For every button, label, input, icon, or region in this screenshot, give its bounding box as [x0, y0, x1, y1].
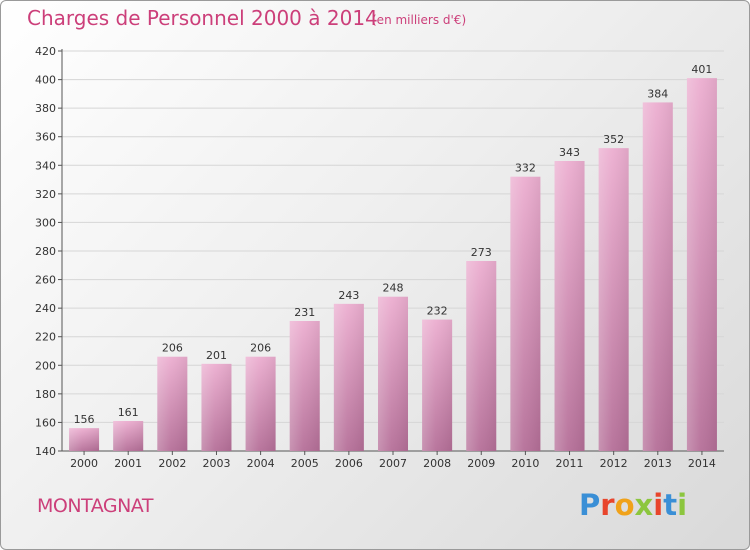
data-label: 332 [515, 162, 536, 175]
y-tick-label: 240 [35, 302, 56, 315]
data-label: 248 [383, 282, 404, 295]
bar-shine [113, 421, 144, 451]
bar-shine [245, 356, 276, 451]
bar-shine [201, 363, 232, 451]
logo-letter: o [614, 488, 635, 522]
x-tick-label: 2006 [335, 457, 363, 470]
logo-letter: t [663, 488, 678, 522]
data-label: 343 [559, 146, 580, 159]
chart-subtitle: (en milliers d'€) [372, 13, 467, 27]
bar-shine [69, 428, 100, 451]
data-label: 243 [338, 289, 359, 302]
y-tick-label: 260 [35, 274, 56, 287]
x-tick-label: 2010 [511, 457, 539, 470]
chart-title: Charges de Personnel 2000 à 2014 [27, 6, 378, 30]
x-tick-label: 2005 [291, 457, 319, 470]
bar-shine [510, 176, 541, 451]
data-label: 352 [603, 133, 624, 146]
y-tick-label: 220 [35, 331, 56, 344]
y-tick-label: 320 [35, 188, 56, 201]
bar-shine [686, 78, 717, 452]
logo-letter: r [600, 488, 615, 522]
y-tick-label: 160 [35, 416, 56, 429]
data-label: 201 [206, 349, 227, 362]
logo-letter: i [677, 488, 688, 522]
logo-letter: i [653, 488, 664, 522]
data-label: 273 [471, 246, 492, 259]
x-tick-label: 2002 [158, 457, 186, 470]
x-tick-label: 2009 [467, 457, 495, 470]
bar-shine [157, 356, 188, 451]
bar-shine [598, 148, 629, 451]
y-tick-label: 280 [35, 245, 56, 258]
y-tick-label: 180 [35, 388, 56, 401]
bar-shine [422, 319, 453, 451]
y-tick-label: 140 [35, 445, 56, 458]
x-tick-label: 2004 [247, 457, 275, 470]
logo-letter: P [579, 488, 601, 522]
x-tick-label: 2001 [114, 457, 142, 470]
bars [69, 78, 717, 452]
bar-shine [466, 261, 497, 451]
data-label: 401 [691, 63, 712, 76]
data-label: 156 [74, 413, 95, 426]
x-tick-label: 2003 [202, 457, 230, 470]
y-tick-label: 300 [35, 216, 56, 229]
x-tick-label: 2011 [556, 457, 584, 470]
y-tick-label: 420 [35, 45, 56, 58]
bar-shine [333, 303, 364, 451]
x-tick-label: 2007 [379, 457, 407, 470]
y-tick-label: 380 [35, 102, 56, 115]
logo-letter: x [634, 488, 654, 522]
bar-shine [554, 161, 585, 451]
x-tick-label: 2000 [70, 457, 98, 470]
x-tick-label: 2008 [423, 457, 451, 470]
y-tick-label: 340 [35, 159, 56, 172]
bar-shine [289, 321, 320, 451]
commune-name: MONTAGNAT [37, 495, 153, 517]
data-label: 384 [647, 87, 668, 100]
proxiti-logo: Proxiti [579, 488, 687, 522]
data-label: 206 [162, 342, 183, 355]
data-label: 161 [118, 406, 139, 419]
data-label: 231 [294, 306, 315, 319]
x-tick-label: 2014 [688, 457, 716, 470]
data-label: 206 [250, 342, 271, 355]
y-tick-label: 200 [35, 359, 56, 372]
bar-shine [377, 296, 409, 451]
x-tick-label: 2013 [644, 457, 672, 470]
y-tick-label: 360 [35, 131, 56, 144]
data-label: 232 [427, 305, 448, 318]
labels: 156 2000 161 2001 206 2002 201 2003 206 2004 231 20… [70, 63, 716, 470]
y-tick-label: 400 [35, 74, 56, 87]
x-tick-label: 2012 [600, 457, 628, 470]
bar-shine [642, 102, 673, 451]
